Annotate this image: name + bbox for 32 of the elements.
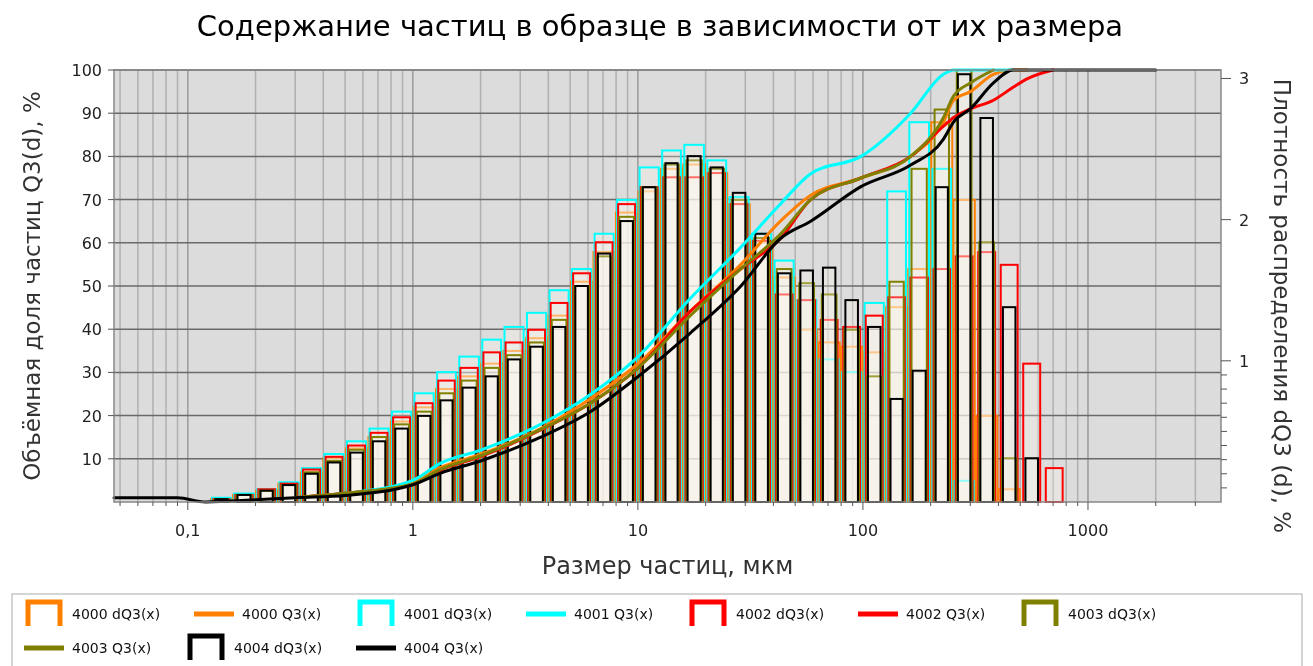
y-tick-label: 40 xyxy=(81,320,102,340)
y-tick-label: 50 xyxy=(81,277,102,296)
legend-label: 4001 Q3(x) xyxy=(574,606,654,622)
x-axis-title: Размер частиц, мкм xyxy=(541,552,794,580)
x-tick-label: 10 xyxy=(627,521,649,540)
legend-label: 4003 Q3(x) xyxy=(72,640,152,656)
y-tick-label: 70 xyxy=(81,190,102,210)
y-axis-title: Объёмная доля частиц Q3(d), % xyxy=(19,91,45,481)
x-tick-label: 1000 xyxy=(1067,521,1109,540)
legend-label: 4002 Q3(x) xyxy=(906,606,986,622)
x-tick-label: 100 xyxy=(847,521,879,540)
y-tick-label: 20 xyxy=(81,406,102,426)
y2-tick-label: 1 xyxy=(1239,351,1250,371)
legend-label: 4002 dQ3(x) xyxy=(736,606,825,622)
chart-title: Содержание частиц в образце в зависимости от их размера xyxy=(196,9,1124,43)
y-tick-label: 90 xyxy=(81,104,102,124)
legend-label: 4003 dQ3(x) xyxy=(1068,606,1157,622)
x-tick-label: 0,1 xyxy=(175,521,201,540)
y2-tick-label: 3 xyxy=(1239,69,1250,89)
legend-label: 4000 Q3(x) xyxy=(242,606,322,622)
y-tick-label: 10 xyxy=(81,449,102,469)
y2-tick-label: 2 xyxy=(1239,210,1250,230)
legend-label: 4004 dQ3(x) xyxy=(234,640,323,656)
y-tick-label: 80 xyxy=(81,147,102,167)
legend-label: 4001 dQ3(x) xyxy=(404,606,493,622)
y-tick-label: 100 xyxy=(71,61,102,80)
x-tick-label: 1 xyxy=(407,521,418,540)
y-tick-label: 30 xyxy=(81,363,102,383)
legend-label: 4004 Q3(x) xyxy=(404,640,484,656)
legend-label: 4000 dQ3(x) xyxy=(72,606,161,622)
y2-axis-title: Плотность распределения dQ3 (d), % xyxy=(1269,78,1295,534)
y-tick-label: 60 xyxy=(81,233,102,253)
